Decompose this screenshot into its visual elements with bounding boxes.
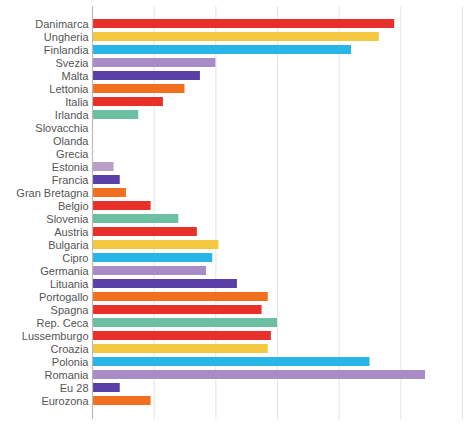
svg-text:Eu 28: Eu 28 <box>60 382 89 394</box>
svg-text:Bulgaria: Bulgaria <box>48 239 89 251</box>
svg-text:Ungheria: Ungheria <box>44 31 90 43</box>
svg-text:Germania: Germania <box>40 265 89 277</box>
svg-text:Grecia: Grecia <box>56 148 89 160</box>
svg-text:Austria: Austria <box>54 226 89 238</box>
svg-text:Olanda: Olanda <box>53 135 89 147</box>
svg-text:Malta: Malta <box>62 70 90 82</box>
svg-text:Francia: Francia <box>52 174 90 186</box>
svg-text:Svezia: Svezia <box>55 57 89 69</box>
svg-text:Spagna: Spagna <box>51 304 90 316</box>
svg-text:Croazia: Croazia <box>51 343 90 355</box>
svg-text:Lituania: Lituania <box>50 278 89 290</box>
svg-text:Slovacchia: Slovacchia <box>35 122 89 134</box>
svg-text:Eurozona: Eurozona <box>41 395 89 407</box>
svg-text:Belgio: Belgio <box>58 200 89 212</box>
svg-text:Estonia: Estonia <box>52 161 90 173</box>
svg-text:Italia: Italia <box>65 96 89 108</box>
svg-text:Irlanda: Irlanda <box>55 109 90 121</box>
svg-text:Gran Bretagna: Gran Bretagna <box>16 187 89 199</box>
svg-text:Rep. Ceca: Rep. Ceca <box>37 317 90 329</box>
svg-text:Lettonia: Lettonia <box>49 83 89 95</box>
svg-text:Polonia: Polonia <box>52 356 90 368</box>
svg-text:Finlandia: Finlandia <box>44 44 90 56</box>
svg-text:Romania: Romania <box>44 369 89 381</box>
svg-text:Danimarca: Danimarca <box>35 18 89 30</box>
svg-text:Slovenia: Slovenia <box>46 213 89 225</box>
svg-text:Cipro: Cipro <box>62 252 88 264</box>
svg-text:Lussemburgo: Lussemburgo <box>22 330 89 342</box>
svg-text:Portogallo: Portogallo <box>39 291 89 303</box>
